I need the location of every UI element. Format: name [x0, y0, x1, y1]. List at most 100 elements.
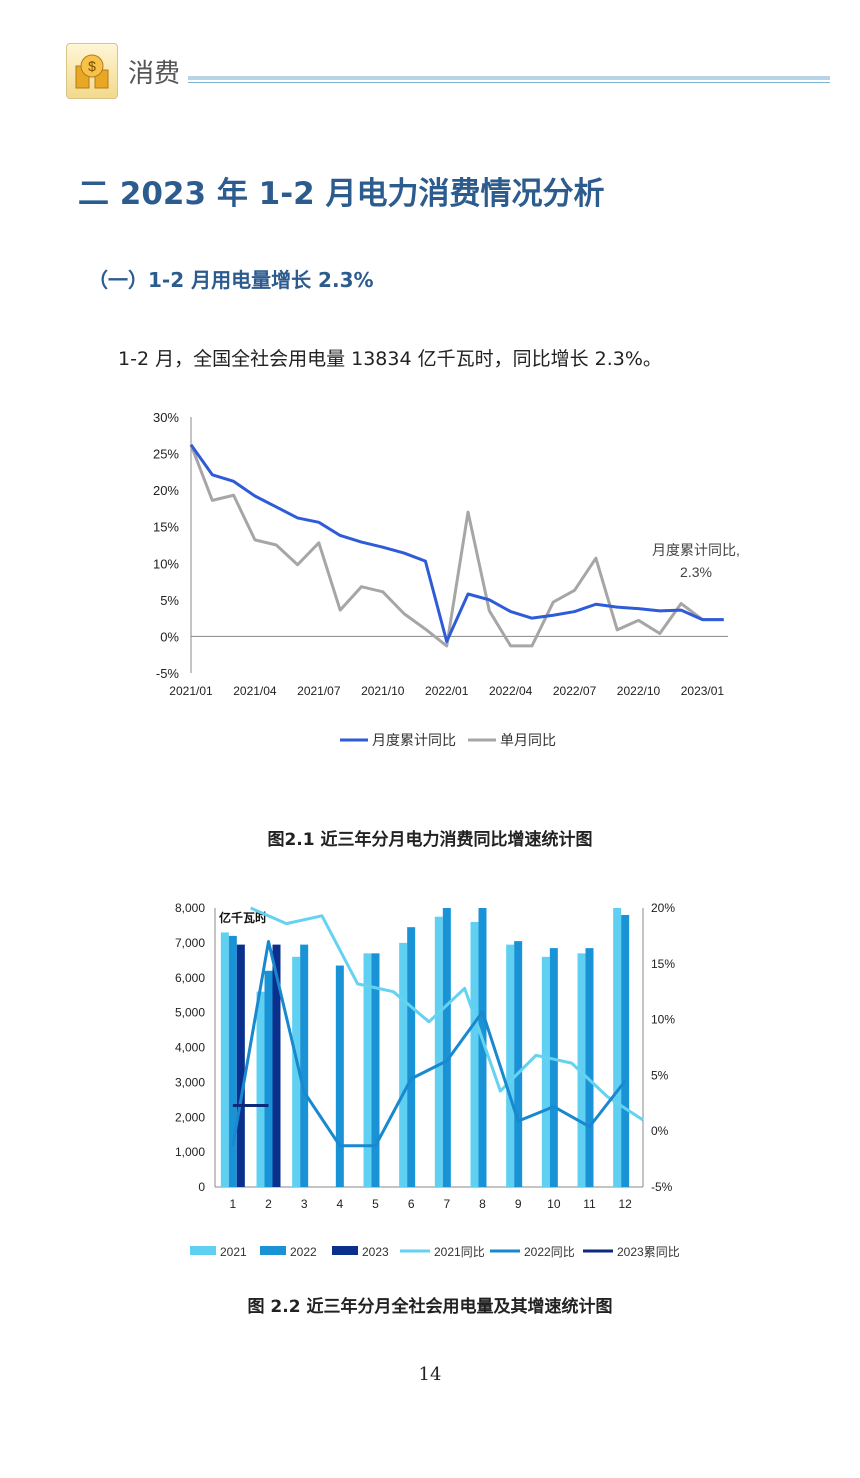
- left-tick-label: 7,000: [175, 936, 205, 950]
- y-tick-label: 10%: [153, 556, 179, 571]
- page-title: 二 2023 年 1-2 月电力消费情况分析: [78, 176, 605, 212]
- page-number: 14: [418, 1364, 442, 1385]
- legend-label: 2022: [290, 1245, 317, 1259]
- bar-2021: [399, 942, 408, 1187]
- x-tick-label: 6: [408, 1197, 415, 1211]
- bar-2022: [478, 908, 487, 1187]
- legend-label: 2023: [362, 1245, 389, 1259]
- x-tick-label: 12: [618, 1197, 632, 1211]
- bar-2021: [434, 916, 443, 1187]
- header-divider-thin: [188, 82, 830, 83]
- right-tick-label: 5%: [651, 1068, 669, 1082]
- left-tick-label: 0: [198, 1180, 205, 1194]
- x-tick-label: 7: [443, 1197, 450, 1211]
- bar-2021: [613, 908, 622, 1187]
- x-tick-label: 3: [301, 1197, 308, 1211]
- legend-label: 2021同比: [434, 1245, 485, 1259]
- section-subtitle: （一）1-2 月用电量增长 2.3%: [88, 268, 374, 292]
- y-tick-label: 0%: [160, 629, 179, 644]
- bar-2021: [220, 932, 229, 1187]
- annotation-label: 月度累计同比,: [652, 542, 740, 558]
- legend-label: 2022同比: [524, 1245, 575, 1259]
- legend-swatch: [260, 1246, 286, 1255]
- bar-2022: [264, 970, 273, 1187]
- bar-2022: [300, 944, 309, 1187]
- legend-label: 月度累计同比: [372, 732, 456, 748]
- header-divider: [188, 76, 830, 80]
- yoy-growth-line-chart: 30% 25% 20% 15% 10% 5% 0% -5% 2021/01 2021/04 2021…: [153, 410, 740, 748]
- legend-swatch: [190, 1246, 216, 1255]
- bar-2023: [272, 944, 281, 1187]
- y-tick-label: 30%: [153, 410, 179, 425]
- legend-label: 2023累同比: [617, 1245, 680, 1259]
- left-tick-label: 3,000: [175, 1075, 205, 1089]
- annotation-value: 2.3%: [680, 564, 712, 580]
- x-tick-label: 11: [583, 1197, 596, 1211]
- left-axis-unit: 亿千瓦时: [219, 910, 267, 925]
- legend-label: 单月同比: [500, 732, 556, 748]
- left-tick-label: 5,000: [175, 1006, 205, 1020]
- y-tick-label: 25%: [153, 447, 179, 462]
- bar-2021: [541, 956, 550, 1187]
- bar-2022: [514, 941, 523, 1187]
- bar-2021: [363, 953, 372, 1187]
- right-tick-label: 0%: [651, 1124, 669, 1138]
- y-tick-label: -5%: [156, 666, 180, 681]
- bar-2022: [407, 927, 416, 1187]
- x-tick-label: 2022/07: [553, 684, 597, 698]
- bar-2022: [371, 953, 380, 1187]
- series-line-cumulative-yoy: [189, 443, 724, 644]
- x-tick-label: 2: [265, 1197, 272, 1211]
- bar-2022: [228, 935, 237, 1187]
- series-line-monthly-yoy: [189, 444, 724, 648]
- bar-2021: [506, 944, 515, 1187]
- bar-2021: [577, 953, 586, 1187]
- bar-2021: [470, 921, 479, 1187]
- left-tick-label: 2,000: [175, 1110, 205, 1124]
- right-tick-label: -5%: [651, 1180, 673, 1194]
- x-tick-label: 1: [229, 1197, 236, 1211]
- left-tick-label: 4,000: [175, 1041, 205, 1055]
- bar-2021: [256, 991, 265, 1187]
- legend-swatch: [332, 1246, 358, 1255]
- x-tick-label: 2022/10: [617, 684, 661, 698]
- monthly-consumption-bar-chart: 8,000 7,000 6,000 5,000 4,000 3,000 2,000 1,000…: [175, 901, 680, 1259]
- x-tick-label: 8: [479, 1197, 486, 1211]
- figure-2-caption: 图 2.2 近三年分月全社会用电量及其增速统计图: [247, 1297, 613, 1317]
- right-tick-label: 15%: [651, 957, 675, 971]
- x-tick-label: 4: [336, 1197, 343, 1211]
- bar-2022: [585, 948, 594, 1187]
- legend-label: 2021: [220, 1245, 247, 1259]
- left-tick-label: 8,000: [175, 901, 205, 915]
- x-tick-label: 2021/10: [361, 684, 405, 698]
- line-2021-yoy: [250, 906, 644, 1122]
- x-tick-label: 2022/04: [489, 684, 533, 698]
- right-tick-label: 20%: [651, 901, 675, 915]
- bar-2021: [292, 956, 301, 1187]
- x-tick-label: 5: [372, 1197, 379, 1211]
- y-tick-label: 5%: [160, 593, 179, 608]
- figure-1-caption: 图2.1 近三年分月电力消费同比增速统计图: [267, 830, 593, 850]
- bar-2023: [236, 944, 245, 1187]
- money-bag-icon: $: [66, 43, 118, 99]
- right-tick-label: 10%: [651, 1013, 675, 1027]
- x-tick-label: 2023/01: [681, 684, 725, 698]
- section-label: 消费: [128, 59, 181, 89]
- left-tick-label: 1,000: [175, 1145, 205, 1159]
- x-tick-label: 9: [515, 1197, 522, 1211]
- bar-2022: [442, 908, 451, 1187]
- x-tick-label: 2021/04: [233, 684, 277, 698]
- x-tick-label: 2021/01: [169, 684, 213, 698]
- x-tick-label: 2021/07: [297, 684, 341, 698]
- y-tick-label: 20%: [153, 483, 179, 498]
- x-tick-label: 10: [547, 1197, 561, 1211]
- x-tick-label: 2022/01: [425, 684, 469, 698]
- svg-text:$: $: [88, 58, 96, 74]
- bar-2022: [621, 914, 630, 1187]
- bar-2022: [335, 965, 344, 1187]
- bar-2022: [549, 948, 558, 1187]
- line-2022-yoy: [231, 939, 627, 1148]
- left-tick-label: 6,000: [175, 971, 205, 985]
- body-paragraph: 1-2 月，全国全社会用电量 13834 亿千瓦时，同比增长 2.3%。: [118, 348, 662, 370]
- y-tick-label: 15%: [153, 520, 179, 535]
